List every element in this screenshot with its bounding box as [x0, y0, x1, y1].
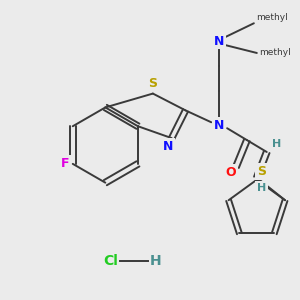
Text: methyl: methyl: [256, 13, 288, 22]
Text: N: N: [214, 34, 224, 48]
Text: F: F: [61, 158, 69, 170]
Text: S: S: [148, 77, 158, 90]
Text: O: O: [226, 166, 236, 179]
Text: S: S: [257, 165, 266, 178]
Text: H: H: [150, 254, 161, 268]
Text: N: N: [214, 119, 224, 132]
Text: Cl: Cl: [103, 254, 118, 268]
Text: N: N: [163, 140, 173, 152]
Text: H: H: [257, 183, 266, 193]
Text: methyl: methyl: [259, 49, 291, 58]
Text: H: H: [272, 139, 281, 149]
